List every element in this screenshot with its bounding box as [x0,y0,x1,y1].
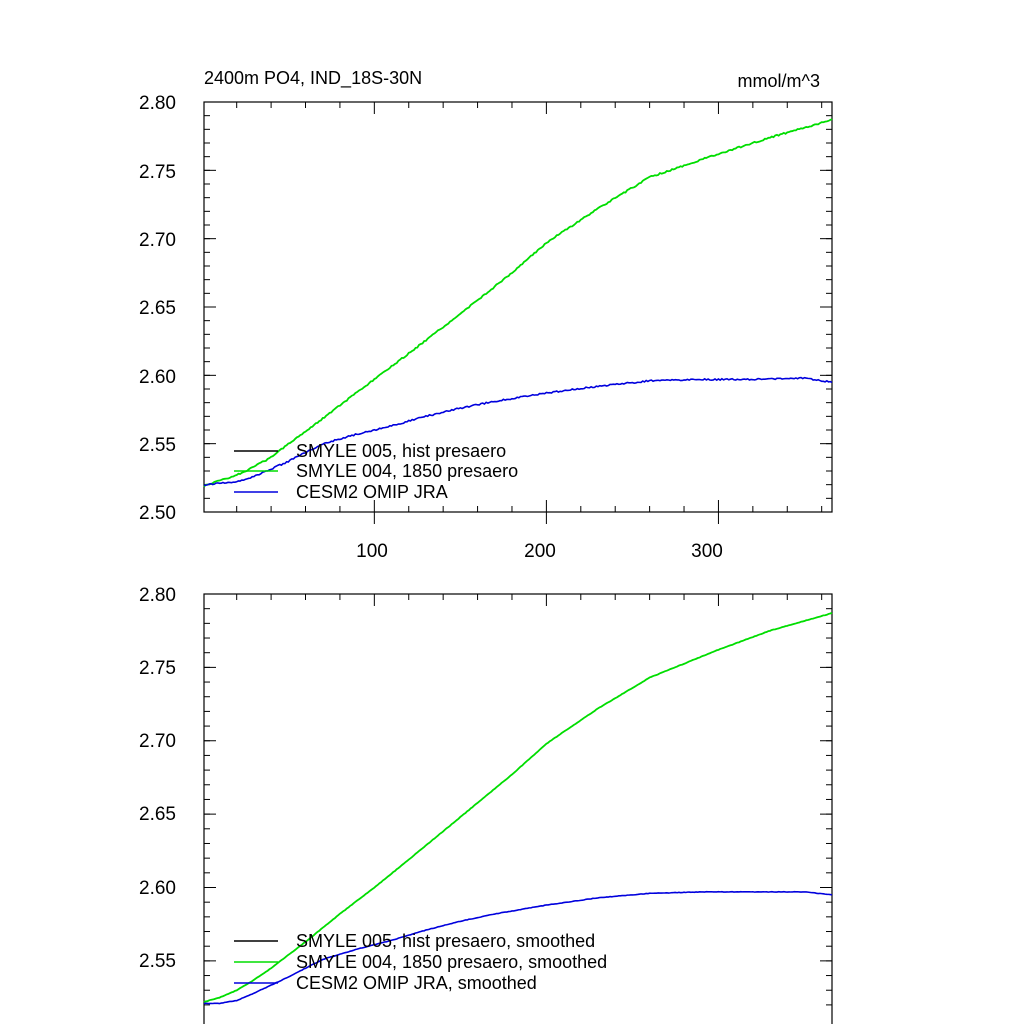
xtick-label: 300 [691,541,723,562]
legend-entry: CESM2 OMIP JRA [296,482,448,502]
ytick-label: 2.65 [139,298,176,319]
series-line-smyle-004-smoothed [203,612,833,1003]
legend-entry: SMYLE 004, 1850 presaero, smoothed [296,952,607,972]
series-line-smyle-004 [203,118,833,488]
panel-bottom-frame [203,593,833,1024]
panel-bottom-legend: SMYLE 005, hist presaero, smoothed SMYLE… [234,931,607,993]
ytick-label: 2.60 [139,878,176,899]
panel-top: 2400m PO4, IND_18S-30N mmol/m^3 2.80 2.7… [139,68,833,562]
ytick-label: 2.55 [139,435,176,456]
panel-bottom: 2.80 2.75 2.70 2.65 2.60 2.55 SMYLE 005,… [139,585,833,1024]
panel-top-minor-ticks [204,101,832,524]
series-line-cesm2-omip-smoothed [203,890,833,1005]
ytick-label: 2.75 [139,658,176,679]
panel-top-title: 2400m PO4, IND_18S-30N [204,68,422,89]
ytick-label: 2.65 [139,804,176,825]
ytick-label: 2.55 [139,951,176,972]
legend-entry: CESM2 OMIP JRA, smoothed [296,973,537,993]
legend-entry: SMYLE 005, hist presaero [296,441,506,461]
panel-bottom-minor-ticks [204,593,832,1006]
ytick-label: 2.50 [139,503,176,524]
panel-top-units: mmol/m^3 [738,71,820,91]
ytick-label: 2.80 [139,93,176,114]
ytick-label: 2.60 [139,367,176,388]
xtick-label: 200 [524,541,556,562]
ytick-label: 2.70 [139,731,176,752]
ytick-label: 2.70 [139,230,176,251]
series-line-cesm2-omip [203,376,833,487]
xtick-label: 100 [356,541,388,562]
panel-top-legend: SMYLE 005, hist presaero SMYLE 004, 1850… [234,441,518,502]
legend-entry: SMYLE 004, 1850 presaero [296,461,518,481]
legend-entry: SMYLE 005, hist presaero, smoothed [296,931,595,951]
ytick-label: 2.75 [139,162,176,183]
ytick-label: 2.80 [139,585,176,606]
